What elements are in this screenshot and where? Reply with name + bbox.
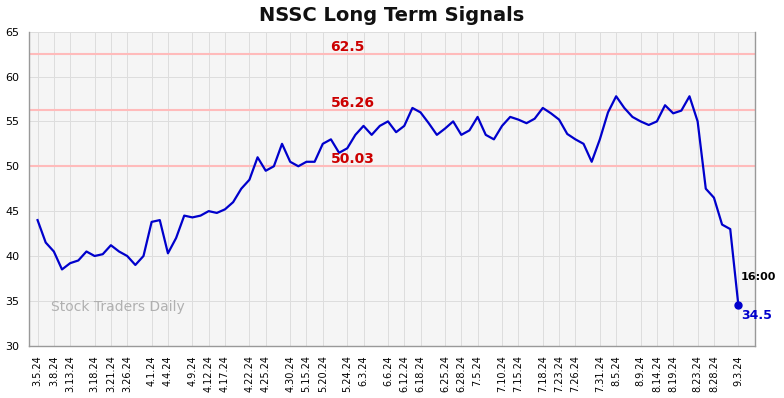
Text: Stock Traders Daily: Stock Traders Daily bbox=[51, 300, 185, 314]
Title: NSSC Long Term Signals: NSSC Long Term Signals bbox=[260, 6, 524, 25]
Text: 34.5: 34.5 bbox=[741, 309, 771, 322]
Text: 16:00: 16:00 bbox=[741, 272, 776, 282]
Text: 62.5: 62.5 bbox=[330, 40, 365, 54]
Text: 50.03: 50.03 bbox=[330, 152, 374, 166]
Text: 56.26: 56.26 bbox=[330, 96, 375, 110]
